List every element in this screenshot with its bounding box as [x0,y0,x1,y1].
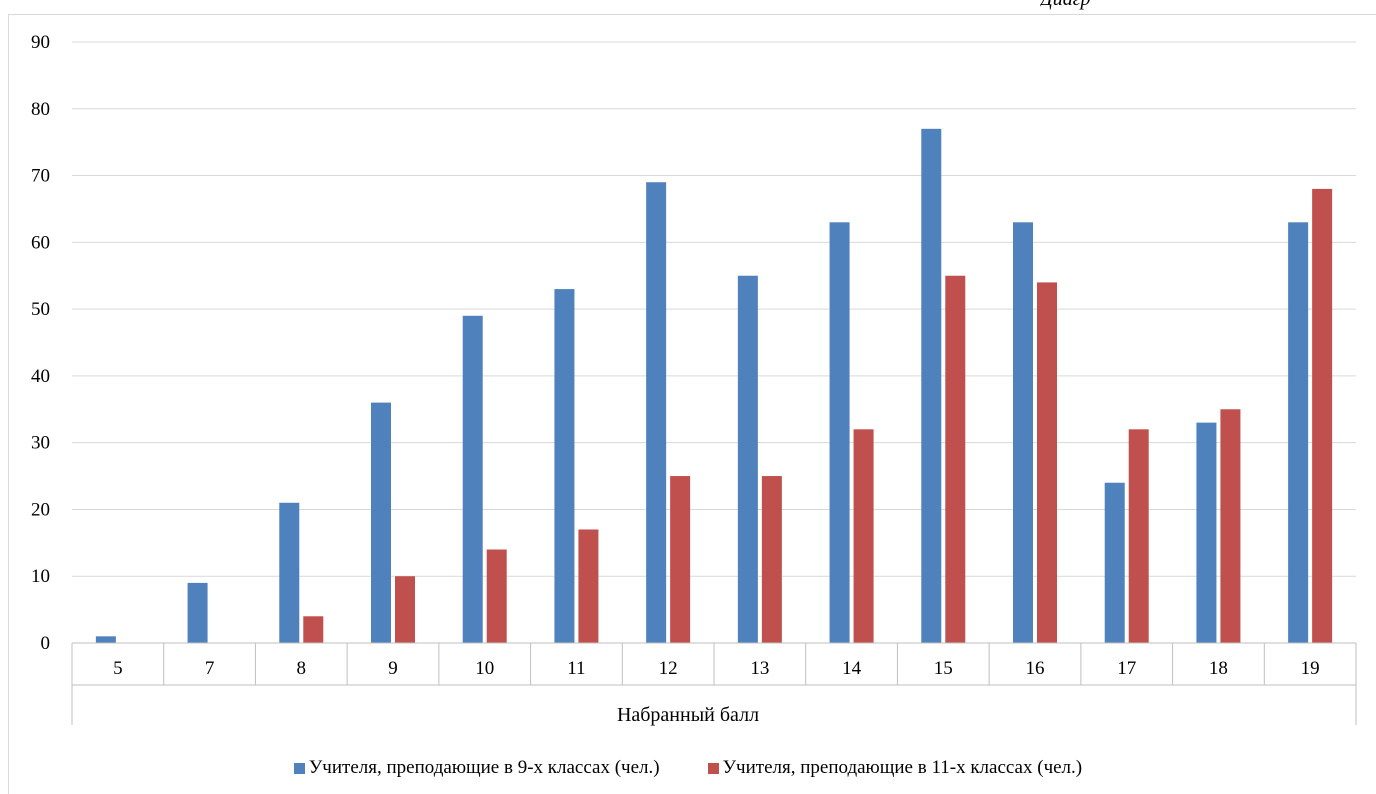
bar-grade9 [462,315,483,643]
y-tick-label: 90 [31,32,50,53]
chart-frame [8,14,1376,794]
x-axis-label: Набранный балл [616,704,760,726]
y-tick-label: 60 [31,232,50,253]
x-tick-label: 13 [750,658,769,679]
bar-grade11 [670,476,691,643]
x-tick-label: 19 [1301,658,1320,679]
x-tick-label: 17 [1117,658,1136,679]
bar-grade9 [95,636,116,643]
gridlines [72,41,1356,577]
x-tick-label: 15 [934,658,953,679]
legend-item-grade9: Учителя, преподающие в 9-х классах (чел.… [293,757,660,779]
bar-grade9 [1196,422,1217,643]
x-tick-label: 7 [205,658,215,679]
legend-label: Учителя, преподающие в 11-х классах (чел… [722,757,1083,778]
y-tick-label: 20 [31,499,50,520]
bar-grade11 [578,529,599,643]
y-tick-label: 40 [31,366,50,387]
bar-grade11 [761,476,782,643]
y-tick-label: 10 [31,566,50,587]
bar-grade9 [279,502,300,643]
bar-grade9 [554,289,575,643]
x-tick-label: 10 [475,658,494,679]
x-tick-label: 9 [388,658,398,679]
bar-grade9 [921,128,942,644]
bar-grade9 [1013,222,1033,644]
legend-item-grade11: Учителя, преподающие в 11-х классах (чел… [707,757,1083,779]
y-tick-label: 80 [31,99,50,120]
legend-swatch-blue [293,762,305,774]
x-tick-label: 18 [1209,658,1228,679]
x-axis: 5 7 8 9 10 11 12 13 14 15 16 17 18 19 [71,642,1357,725]
y-tick-label: 30 [31,433,50,454]
bar-grade11 [853,429,874,643]
x-tick-label: 12 [659,658,678,679]
bar-grade11 [1220,409,1241,643]
x-tick-label: 5 [113,658,123,679]
bar-grade9 [646,182,667,643]
bar-grade9 [1288,222,1309,644]
bar-grade9 [187,582,208,643]
bar-grade11 [303,616,324,643]
bar-grade11 [395,576,415,643]
x-tick-label: 14 [842,658,862,679]
legend-swatch-red [707,762,719,774]
y-tick-label: 70 [31,166,50,187]
bar-grade9 [371,402,391,643]
bars [95,128,1333,644]
y-axis: 0 10 20 30 40 50 60 70 80 90 [31,32,50,654]
y-tick-label: 0 [41,633,51,654]
legend: Учителя, преподающие в 9-х классах (чел.… [0,754,1376,782]
bar-grade11 [1128,429,1149,643]
legend-label: Учителя, преподающие в 9-х классах (чел.… [308,757,660,778]
bar-grade9 [1104,482,1125,643]
corner-caption: Диагр [1040,0,1270,12]
bar-grade9 [829,222,850,644]
bar-grade11 [486,549,507,643]
bar-grade9 [737,275,758,643]
bar-grade11 [1312,188,1333,643]
y-tick-label: 50 [31,299,50,320]
x-tick-label: 16 [1026,658,1045,679]
x-tick-label: 11 [567,658,585,679]
x-tick-label: 8 [297,658,307,679]
bar-grade11 [945,275,966,643]
bar-grade11 [1037,282,1057,643]
